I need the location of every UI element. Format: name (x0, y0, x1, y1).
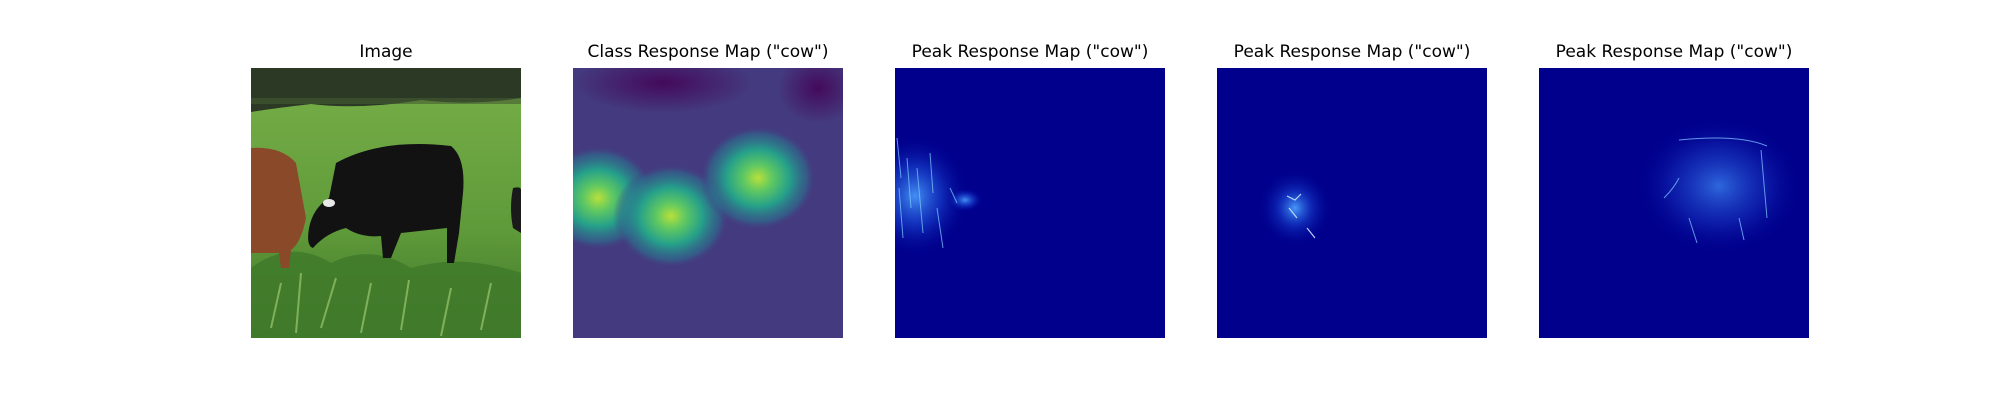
cow-photo (251, 68, 521, 338)
panel-title-peak-response-map-1: Peak Response Map ("cow") (911, 42, 1149, 62)
panel-peak-response-map-3: Peak Response Map ("cow") (1539, 40, 1809, 340)
panel-title-peak-response-map-2: Peak Response Map ("cow") (1233, 42, 1471, 62)
peak-response-heatmap-2 (1217, 68, 1487, 338)
peak-response-heatmap-1 (895, 68, 1165, 338)
panel-title-image: Image (359, 42, 413, 62)
panel-peak-response-map-2: Peak Response Map ("cow") (1217, 40, 1487, 340)
panel-title-class-response-map: Class Response Map ("cow") (587, 42, 829, 62)
peak-response-heatmap-3 (1539, 68, 1809, 338)
class-response-heatmap (573, 68, 843, 338)
panel-image: Image (251, 40, 521, 340)
panel-peak-response-map-1: Peak Response Map ("cow") (895, 40, 1165, 340)
panel-title-peak-response-map-3: Peak Response Map ("cow") (1555, 42, 1793, 62)
panel-class-response-map: Class Response Map ("cow") (573, 40, 843, 340)
